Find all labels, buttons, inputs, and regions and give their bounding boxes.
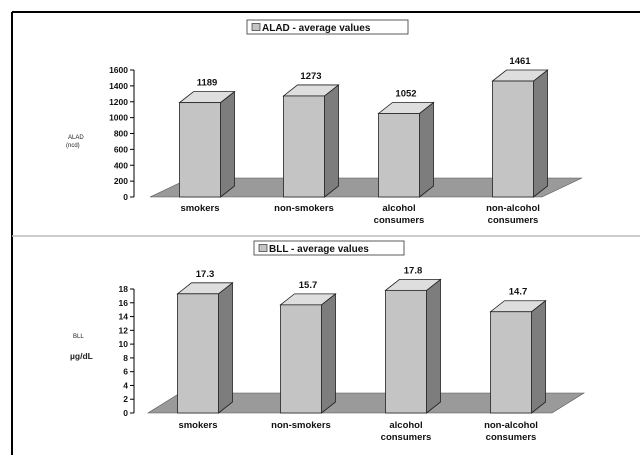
alad-value-label: 1273 — [300, 71, 321, 82]
alad-y-tick-label: 600 — [114, 144, 128, 154]
alad-value-label: 1461 — [509, 56, 531, 67]
bll-y-tick-label: 14 — [119, 312, 129, 322]
bll-category-labels: smokers non-smokers alcoholconsumersnon-al… — [178, 420, 537, 443]
bll-bar — [489, 299, 547, 414]
bll-category-label: consumers — [486, 432, 537, 443]
alad-bar — [282, 84, 340, 198]
bll-bar-front — [280, 304, 322, 414]
alad-ylabel-line1: ALAD — [68, 135, 84, 141]
alad-legend-swatch — [251, 23, 261, 31]
alad-y-tick-label: 800 — [114, 129, 128, 139]
bll-y-tick-label: 6 — [123, 367, 128, 377]
bll-chart: BLL - average values BLL µg/dL 0 2 4 6 8 10 12… — [70, 240, 586, 443]
alad-category-label: non-alcohol — [486, 203, 540, 214]
bll-y-tick-label: 10 — [119, 339, 129, 349]
bll-y-tick-label: 0 — [123, 408, 128, 418]
alad-bar-side — [220, 90, 235, 198]
bll-legend-swatch — [258, 244, 268, 252]
alad-y-tick-label: 400 — [114, 160, 128, 170]
alad-bar-front — [283, 95, 325, 198]
bll-legend-text: BLL - average values — [269, 244, 369, 255]
bll-y-ticks: 0 2 4 6 8 10 12 14 16 18 — [119, 284, 135, 418]
bll-legend-box — [253, 240, 405, 256]
bll-value-label: 17.3 — [196, 269, 215, 280]
alad-y-tick-label: 1600 — [109, 65, 128, 75]
alad-bar-side — [533, 69, 548, 198]
alad-category-label: consumers — [488, 215, 539, 226]
bll-value-label: 17.8 — [404, 265, 423, 276]
alad-category-label: alcohol — [382, 203, 415, 214]
alad-bar-side — [324, 84, 339, 198]
bll-value-label: 14.7 — [509, 287, 528, 298]
bll-bar-front — [490, 311, 532, 414]
bll-bars: 17.3 15.7 17.8 14.7 — [176, 265, 547, 414]
alad-value-label: 1189 — [197, 78, 218, 89]
alad-legend-text: ALAD - average values — [262, 23, 371, 34]
alad-bar — [377, 101, 435, 198]
alad-y-tick-label: 1000 — [109, 113, 128, 123]
bll-bar — [279, 293, 337, 414]
alad-value-label: 1052 — [395, 88, 416, 99]
alad-category-labels: smokers non-smokers alcoholconsumersnon-al… — [180, 203, 539, 226]
bll-legend: BLL - average values — [253, 240, 405, 256]
bll-ylabel-line2: µg/dL — [70, 351, 93, 361]
alad-y-ticks: 0 200 400 600 800 1000 1200 1400 1600 — [109, 65, 135, 202]
alad-category-label: consumers — [374, 215, 425, 226]
bll-bar — [384, 278, 442, 414]
alad-bar-front — [492, 80, 534, 198]
bll-y-tick-label: 12 — [119, 325, 129, 335]
alad-y-tick-label: 1200 — [109, 97, 128, 107]
bll-bar-front — [177, 293, 219, 414]
alad-category-label: smokers — [180, 203, 219, 214]
bll-y-tick-label: 4 — [123, 380, 128, 390]
alad-chart: ALAD - average values ALAD (ncd) 0 200 400… — [66, 19, 583, 226]
bll-bar-side — [531, 299, 546, 414]
bll-bar-side — [218, 281, 233, 414]
alad-legend: ALAD - average values — [246, 19, 409, 35]
bll-category-label: non-smokers — [271, 420, 331, 431]
bll-bar-front — [385, 289, 427, 414]
bll-bar-side — [426, 278, 441, 414]
alad-category-label: non-smokers — [274, 203, 334, 214]
bll-y-tick-label: 8 — [123, 353, 128, 363]
bll-category-label: alcohol — [389, 420, 422, 431]
alad-ylabel-line2: (ncd) — [66, 143, 80, 149]
bll-y-tick-label: 2 — [123, 394, 128, 404]
alad-bar-side — [419, 101, 434, 198]
bll-y-tick-label: 18 — [119, 284, 129, 294]
bll-bar — [176, 281, 234, 414]
alad-bar — [178, 90, 236, 198]
alad-y-tick-label: 1400 — [109, 81, 128, 91]
alad-y-tick-label: 0 — [123, 192, 128, 202]
bll-category-label: smokers — [178, 420, 217, 431]
alad-bar — [491, 69, 549, 198]
alad-bar-front — [179, 102, 221, 198]
bll-ylabel-line1: BLL — [73, 334, 84, 340]
alad-legend-box — [246, 19, 409, 35]
bll-y-tick-label: 16 — [119, 298, 129, 308]
alad-bar-front — [378, 113, 420, 198]
bll-category-label: consumers — [381, 432, 432, 443]
bll-value-label: 15.7 — [299, 280, 318, 291]
bll-bar-side — [321, 293, 336, 414]
alad-y-tick-label: 200 — [114, 176, 128, 186]
bll-category-label: non-alcohol — [484, 420, 538, 431]
alad-bars: 1189 1273 1052 1461 — [178, 56, 549, 198]
